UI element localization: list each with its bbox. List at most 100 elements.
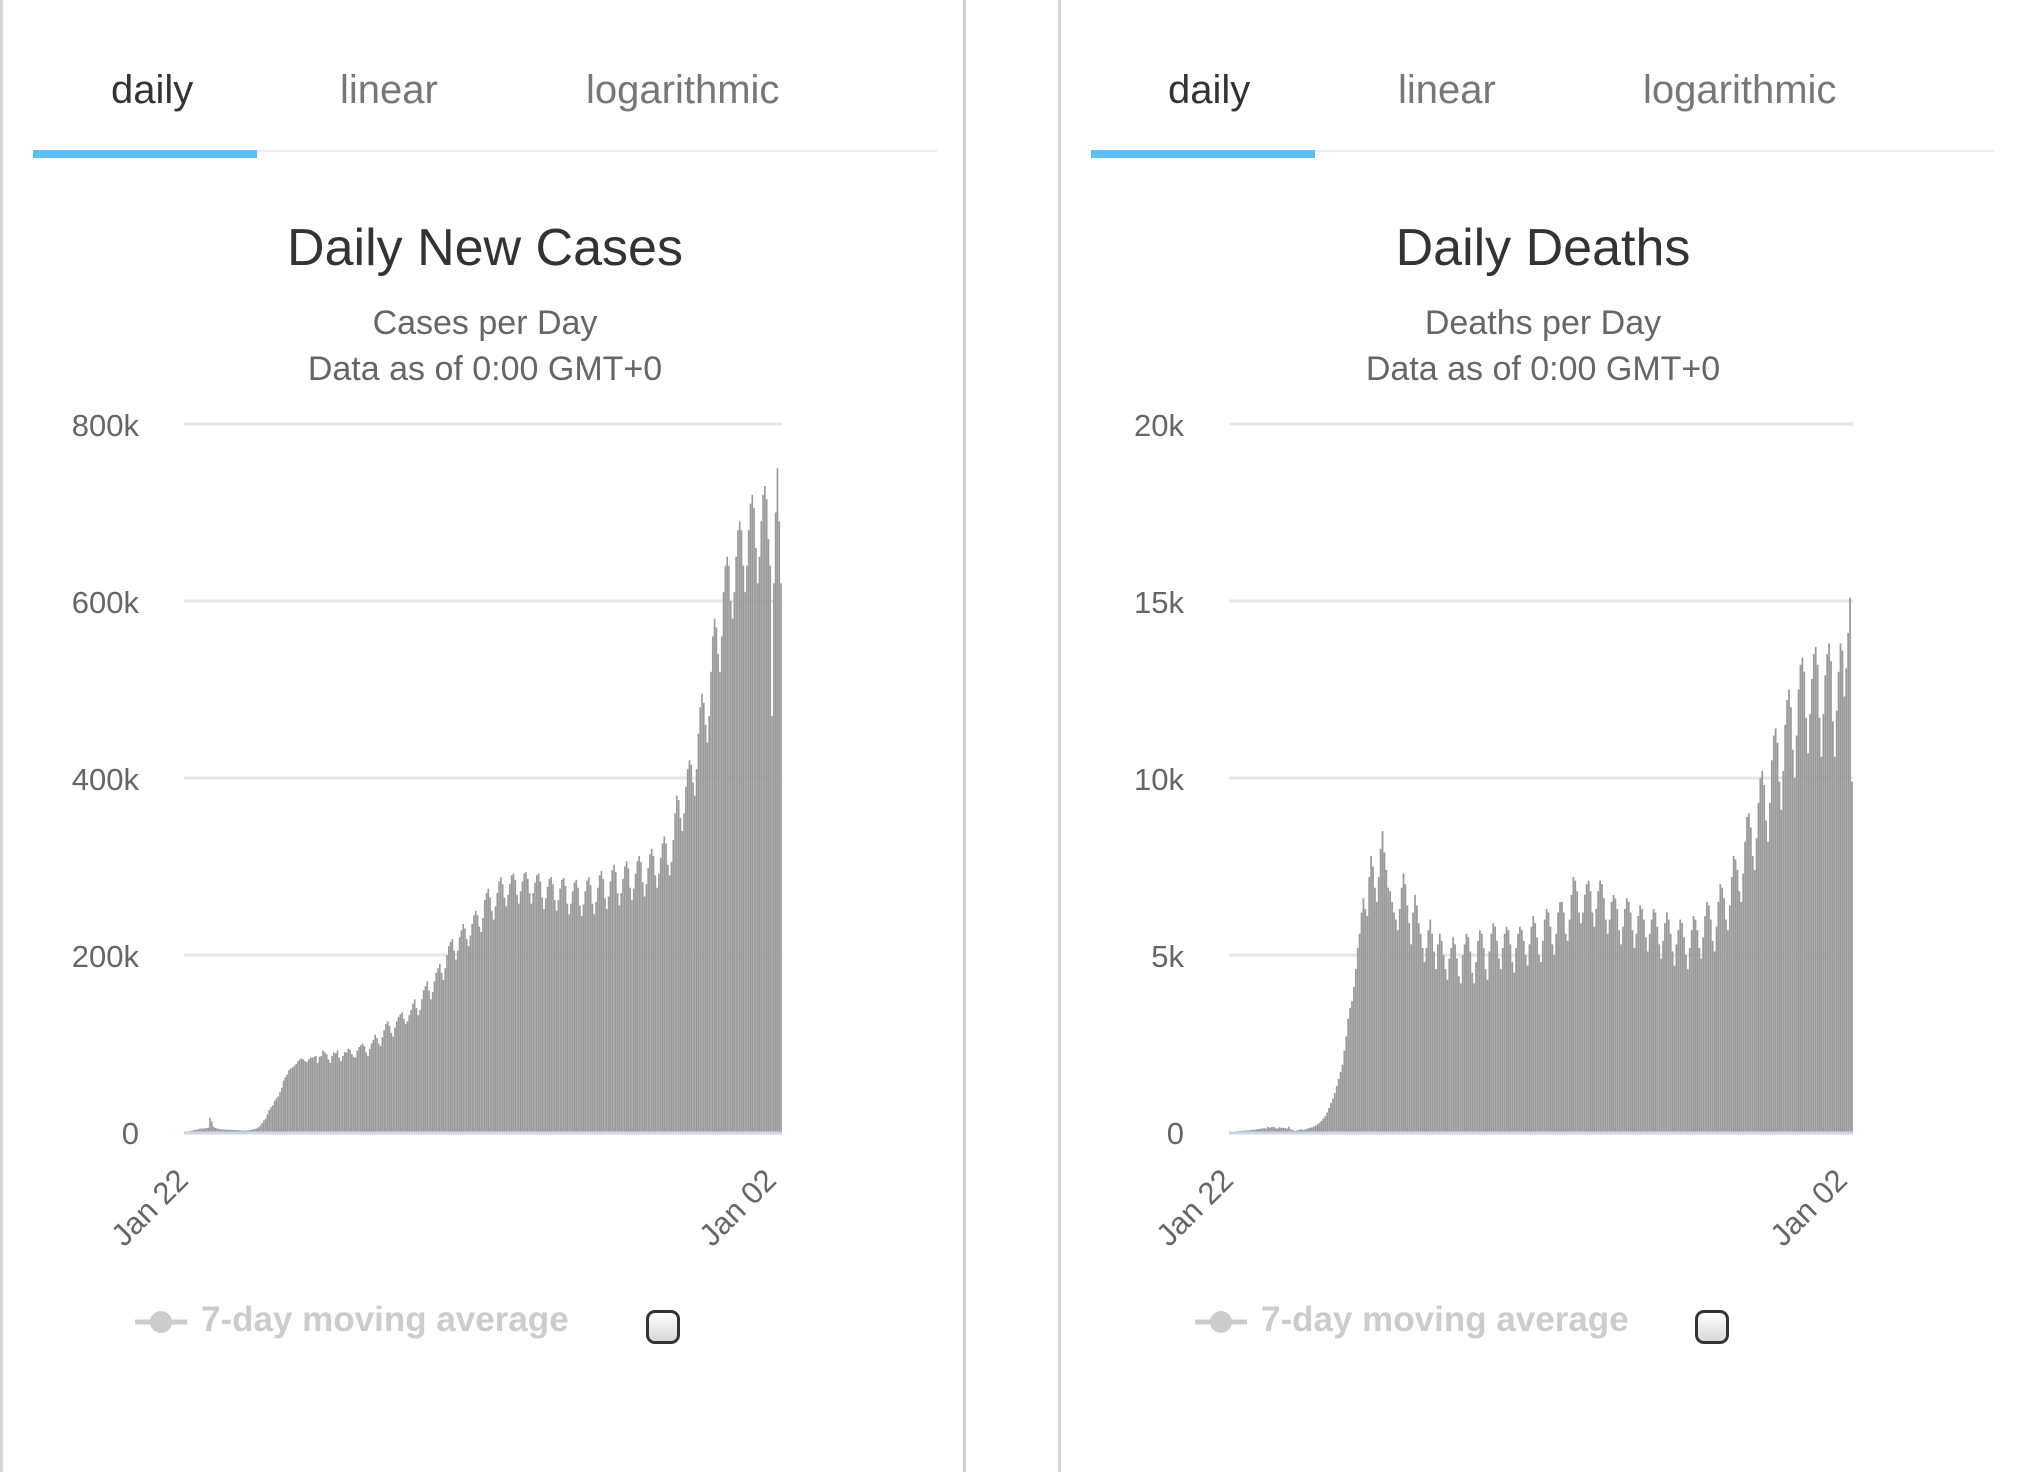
bar: [670, 862, 673, 1132]
bar: [1480, 933, 1483, 1132]
deaths-tabs: daily linear logarithmic: [1091, 0, 1995, 158]
bar: [1545, 908, 1548, 1132]
bar: [764, 485, 766, 1132]
bar: [275, 1098, 278, 1132]
bar: [699, 707, 702, 1132]
bar: [248, 1130, 251, 1132]
cases-tab-daily[interactable]: daily: [111, 68, 194, 112]
bar: [1427, 930, 1430, 1132]
bar: [1255, 1129, 1258, 1132]
bar: [241, 1130, 244, 1132]
bar: [232, 1129, 235, 1132]
bar: [1643, 919, 1645, 1132]
bar: [577, 887, 579, 1132]
bar: [1574, 880, 1577, 1132]
bar: [300, 1058, 303, 1132]
bar: [1595, 908, 1598, 1132]
bar: [674, 813, 676, 1132]
bar: [1387, 887, 1390, 1132]
bar: [293, 1065, 296, 1133]
bar: [1484, 969, 1487, 1132]
bar: [277, 1096, 280, 1132]
deaths-chart-subtitle: Deaths per Day: [1424, 304, 1662, 342]
bar: [304, 1061, 306, 1132]
bar: [1780, 809, 1783, 1132]
bar: [579, 905, 581, 1132]
bar: [711, 636, 714, 1132]
bar: [1345, 1036, 1348, 1132]
bar: [1654, 912, 1657, 1132]
bar: [401, 1012, 403, 1132]
bar: [1408, 923, 1411, 1132]
bar: [575, 879, 578, 1132]
bar: [1814, 647, 1817, 1132]
bar: [349, 1049, 351, 1132]
bar: [327, 1059, 330, 1132]
bar: [1627, 901, 1630, 1132]
bar: [1795, 735, 1798, 1132]
bar: [236, 1130, 238, 1132]
bar: [606, 908, 608, 1132]
bar: [1719, 884, 1722, 1132]
cases-tab-logarithmic[interactable]: logarithmic: [586, 68, 780, 112]
deaths-tab-linear[interactable]: linear: [1398, 68, 1496, 112]
deaths-tab-daily[interactable]: daily: [1168, 68, 1251, 112]
bar: [446, 955, 448, 1132]
bar: [735, 556, 737, 1132]
bar: [1803, 671, 1806, 1132]
bar: [1675, 944, 1678, 1132]
bar: [656, 887, 658, 1132]
bar: [1532, 916, 1535, 1132]
bar: [200, 1128, 202, 1132]
bar: [1515, 947, 1517, 1132]
bar: [336, 1050, 339, 1132]
bar: [713, 618, 716, 1132]
bar: [505, 906, 508, 1132]
deaths-legend-checkbox[interactable]: [1695, 1310, 1729, 1344]
bar: [471, 924, 473, 1132]
bar: [738, 521, 741, 1132]
bar: [1332, 1098, 1334, 1132]
deaths-tab-logarithmic[interactable]: logarithmic: [1643, 68, 1837, 112]
bar: [1652, 908, 1655, 1132]
legend-marker-icon: [1195, 1311, 1247, 1333]
bar: [708, 716, 711, 1132]
bar: [259, 1125, 262, 1132]
bar: [408, 1015, 411, 1132]
cases-legend-checkbox[interactable]: [646, 1310, 680, 1344]
bar: [1835, 710, 1838, 1132]
bar: [1358, 933, 1361, 1132]
bar: [589, 885, 592, 1132]
bar: [313, 1056, 315, 1132]
bar: [404, 1024, 407, 1132]
bar: [527, 878, 529, 1132]
bar: [1738, 891, 1741, 1132]
bar: [1767, 841, 1769, 1132]
y-tick-label: 800k: [72, 408, 140, 443]
bar: [1555, 933, 1558, 1132]
bar: [1759, 778, 1762, 1132]
bar: [1826, 654, 1829, 1132]
bar: [1377, 877, 1380, 1132]
bar: [1755, 838, 1758, 1132]
bar: [474, 910, 477, 1132]
bar: [1461, 955, 1464, 1132]
bar: [1385, 870, 1388, 1132]
bar: [228, 1129, 231, 1132]
bar: [1295, 1130, 1298, 1132]
bar: [719, 671, 721, 1132]
bar: [580, 916, 583, 1132]
bar: [566, 903, 569, 1132]
bar: [307, 1059, 310, 1132]
bar: [543, 908, 545, 1132]
bar: [1400, 887, 1403, 1132]
bar: [582, 904, 585, 1132]
bar: [1601, 884, 1603, 1132]
bar: [765, 499, 768, 1133]
bar: [661, 843, 664, 1132]
bar: [1440, 940, 1443, 1132]
bar: [1431, 933, 1434, 1132]
bar: [1259, 1128, 1262, 1132]
bar: [1625, 898, 1628, 1132]
cases-tab-linear[interactable]: linear: [340, 68, 438, 112]
